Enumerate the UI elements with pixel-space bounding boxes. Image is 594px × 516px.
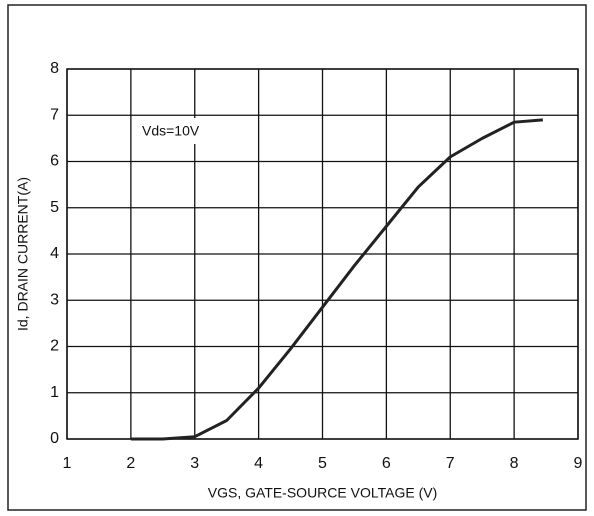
- y-tick-label: 0: [50, 430, 59, 447]
- x-tick-label: 3: [190, 455, 199, 472]
- x-tick-label: 2: [126, 455, 135, 472]
- y-tick-label: 4: [50, 245, 59, 262]
- x-tick-label: 4: [254, 455, 263, 472]
- y-tick-label: 6: [50, 153, 59, 170]
- y-tick-label: 1: [50, 384, 59, 401]
- x-tick-label: 5: [318, 455, 327, 472]
- x-tick-label: 9: [574, 455, 583, 472]
- y-tick-label: 7: [50, 106, 59, 123]
- frame: [7, 4, 587, 511]
- x-tick-label: 1: [63, 455, 72, 472]
- data-line: [130, 118, 543, 441]
- x-tick-label: 6: [382, 455, 391, 472]
- annotation-box: [136, 118, 200, 144]
- x-tick-label: 8: [510, 455, 519, 472]
- y-tick-label: 3: [50, 291, 59, 308]
- y-tick-label: 5: [50, 199, 59, 216]
- y-axis-label: Id, DRAIN CURRENT(A): [15, 177, 31, 331]
- y-tick-label: 2: [50, 338, 59, 355]
- x-axis-label: VGS, GATE-SOURCE VOLTAGE (V): [208, 485, 437, 501]
- y-tick-label: 8: [50, 60, 59, 77]
- x-tick-label: 7: [446, 455, 455, 472]
- annotation: Vds=10V: [142, 123, 200, 139]
